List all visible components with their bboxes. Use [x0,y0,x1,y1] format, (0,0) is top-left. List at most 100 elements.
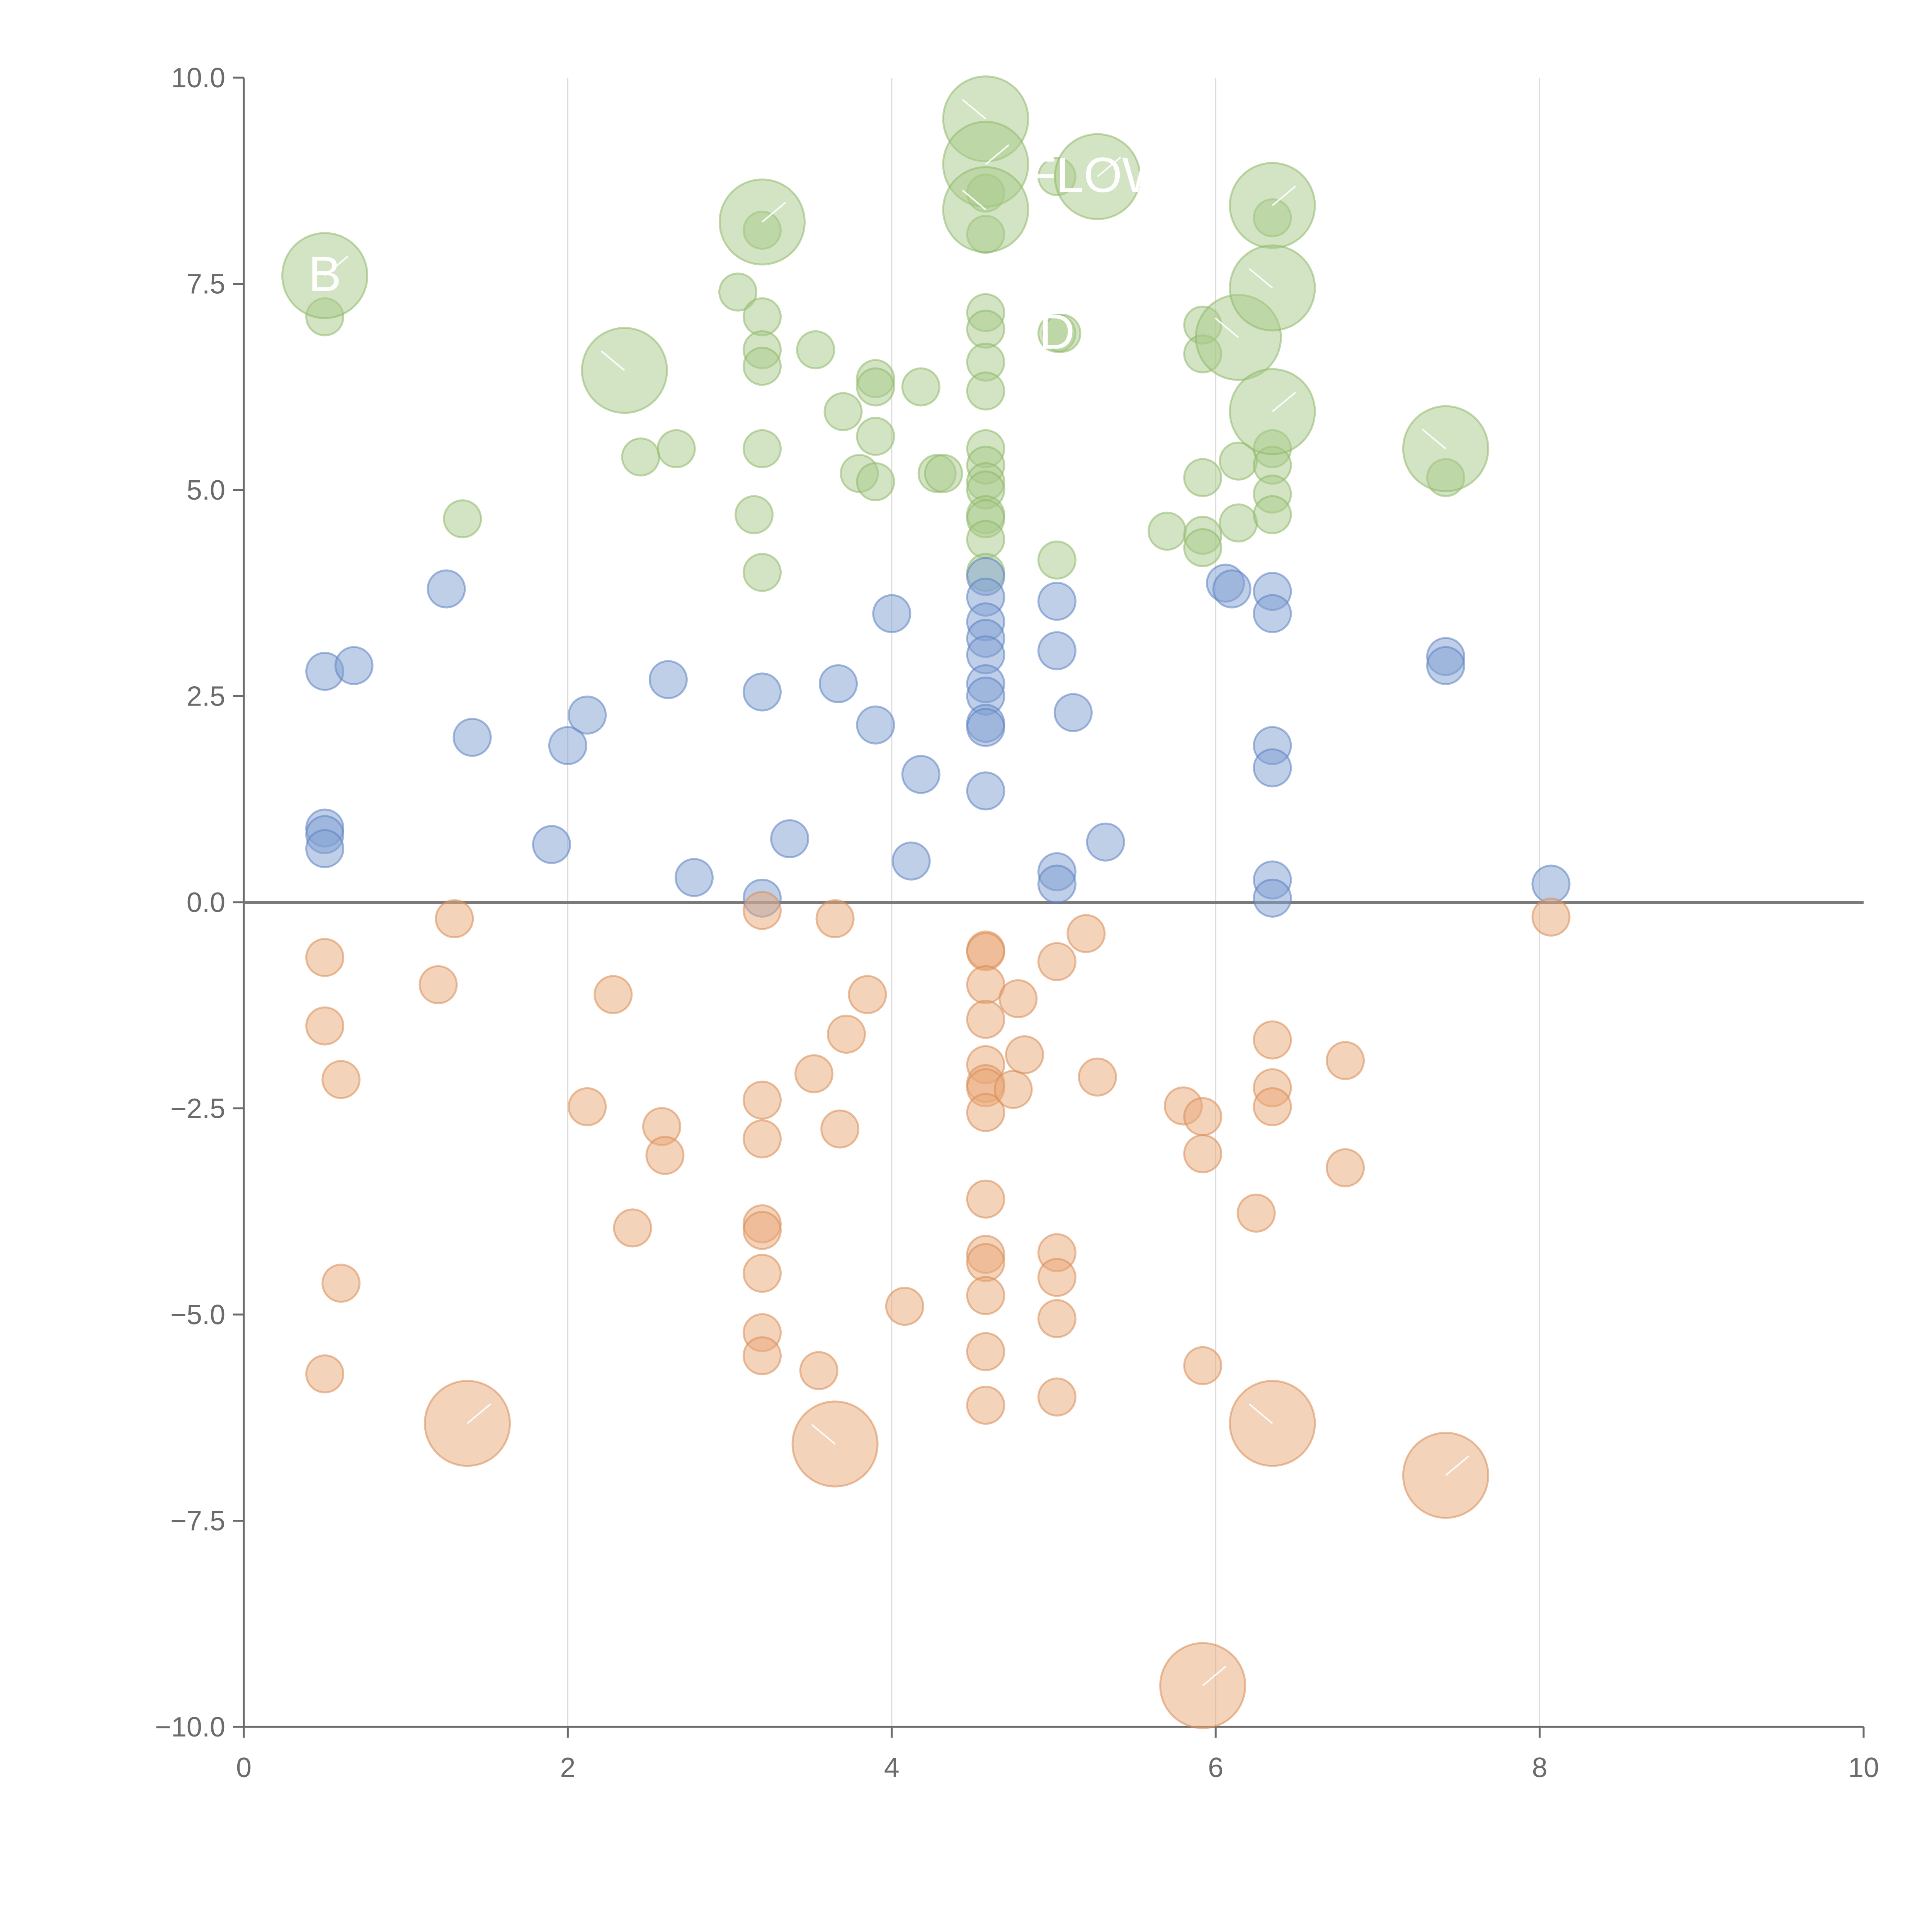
bubble-point-orange [966,1332,1005,1371]
y-tick-label: −7.5 [170,1506,225,1537]
bubble-point-green [856,462,895,502]
leader-line [1272,185,1296,206]
bubble-point-orange [885,1287,924,1326]
leader-line [1422,429,1446,449]
bubble-point-green [924,454,963,493]
bubble-point-green [1147,512,1187,551]
y-tick-label: 7.5 [187,269,225,300]
bubble-point-blue [818,664,858,703]
leader-line [1248,1403,1273,1424]
leader-line [1202,1665,1226,1686]
bubble-point-orange [435,899,474,939]
bubble-layer [281,75,1571,1729]
axes-layer: 10.0 7.5 5.0 2.5 0.0 −2.5 −5.0 −7.5 −10.0 0 2 4 6 8 10 [155,63,1879,1783]
bubble-point-blue [891,841,931,881]
y-tick-label: −10.0 [155,1712,225,1743]
bubble-point-orange [966,1243,1005,1282]
bubble-point-orange [966,1179,1005,1219]
bubble-point-green [1037,540,1077,580]
bubble-point-blue [1086,822,1125,862]
x-tick-label: 8 [1532,1752,1548,1783]
bubble-point-green [966,310,1005,349]
bubble-point-blue [1253,594,1292,633]
bubble-point-blue [770,819,810,859]
bubble-point-orange [966,1093,1005,1132]
bubble-point-green [823,392,863,431]
bubble-point-blue [334,646,374,685]
y-tick-label: 5.0 [187,475,225,506]
y-tick-label: 10.0 [171,63,225,94]
bubble-point-orange [1326,1148,1365,1187]
bubble-point-green [656,429,696,468]
bubble-point-green [856,417,895,456]
leader-line [811,1424,836,1445]
bubble-point-green [742,297,782,337]
bubble-point-orange [1253,1020,1292,1060]
bubble-point-orange [1037,1377,1077,1417]
bubble-point-green [796,330,835,369]
bubble-point-blue [568,696,607,735]
bubble-point-orange [568,1087,607,1126]
bubble-point-blue [1426,646,1465,685]
bubble-point-blue [1037,864,1077,904]
leader-line [962,189,986,210]
bubble-point-orange [1531,897,1571,937]
bubble-point-orange [418,965,458,1004]
y-tick-label: −2.5 [170,1094,225,1124]
bubble-point-orange [966,1276,1005,1315]
bubble-point-orange [799,1351,838,1390]
bubble-point-blue [1053,693,1093,732]
bubble-point-orange [1078,1057,1117,1097]
bubble-point-blue [742,672,782,712]
bubble-point-orange [742,1253,782,1293]
annotation-layer: B FLOW D [308,99,1469,1686]
bubble-point-orange [1066,914,1106,953]
bubble-point-green [742,429,782,468]
bubble-point-orange [305,1006,345,1046]
bubble-point-green [966,520,1005,559]
leader-line [600,350,625,371]
leader-line [1097,156,1121,177]
y-tick-label: −5.0 [170,1299,225,1330]
leader-line [962,99,986,120]
leader-line [324,255,349,276]
bubble-point-blue [1037,582,1077,621]
bubble-point-orange [1183,1134,1223,1173]
bubble-point-blue [532,825,571,864]
leader-line [1214,317,1239,338]
x-tick-label: 2 [560,1752,575,1783]
bubble-point-orange [742,1080,782,1120]
bubble-point-blue [1531,864,1571,904]
bubble-point-orange [794,1054,834,1094]
bubble-point-blue [648,660,688,699]
bubble-point-orange [993,1070,1033,1109]
bubble-point-orange [1037,1258,1077,1297]
bubble-point-blue [305,829,345,868]
x-tick-label: 4 [884,1752,900,1783]
bubble-point-blue [856,705,895,745]
bubble-point-orange [827,1014,866,1054]
bubble-point-green [581,327,668,414]
bubble-point-orange [742,1336,782,1376]
bubble-point-green [718,272,758,312]
bubble-point-blue [1253,748,1292,787]
bubble-point-orange [1253,1087,1292,1126]
leader-line [762,202,786,223]
bubble-point-orange [1183,1346,1223,1385]
bubble-point-blue [1212,569,1252,609]
bubble-point-orange [1037,1299,1077,1338]
bubble-point-orange [966,1386,1005,1425]
bubble-point-orange [1005,1035,1044,1075]
annotation-label: FLOW [1026,148,1169,203]
bubble-point-orange [613,1208,652,1248]
x-tick-label: 0 [236,1752,252,1783]
bubble-point-green [901,367,940,406]
bubble-point-blue [966,708,1005,747]
bubble-point-orange [321,1060,361,1099]
bubble-point-orange [1037,942,1077,981]
bubble-point-blue [966,771,1005,811]
bubble-point-green [1183,528,1223,567]
bubble-point-orange [1183,1097,1223,1136]
bubble-point-green [621,437,660,477]
